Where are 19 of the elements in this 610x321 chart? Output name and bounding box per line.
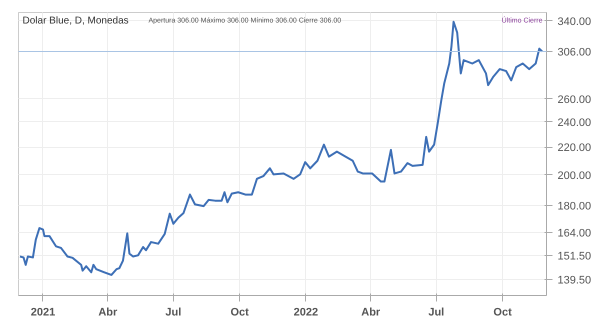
x-tick-label: Jul — [428, 306, 444, 318]
y-tick-label: 164.00 — [558, 228, 592, 240]
y-tick-label: 260.00 — [558, 94, 592, 106]
x-tick-label: 2021 — [30, 306, 56, 318]
y-tick-label: 200.00 — [558, 170, 592, 182]
y-tick-label: 151.50 — [558, 250, 592, 263]
y-tick-label: 340.00 — [558, 16, 592, 28]
x-tick-label: 2022 — [294, 306, 318, 318]
y-tick-label: 240.00 — [558, 116, 592, 129]
y-tick-label: 220.00 — [558, 142, 592, 154]
x-tick-label: Abr — [98, 306, 118, 318]
x-tick-label: Oct — [493, 306, 512, 318]
x-tick-label: Oct — [230, 306, 250, 318]
ref-line-label: 306.00 — [558, 46, 592, 58]
y-tick-label: 139.50 — [558, 274, 592, 286]
y-tick-label: 180.00 — [558, 200, 592, 212]
x-tick-label: Jul — [165, 306, 182, 318]
x-tick-label: Abr — [361, 306, 381, 318]
chart-title: Dolar Blue, D, Monedas — [22, 16, 129, 26]
